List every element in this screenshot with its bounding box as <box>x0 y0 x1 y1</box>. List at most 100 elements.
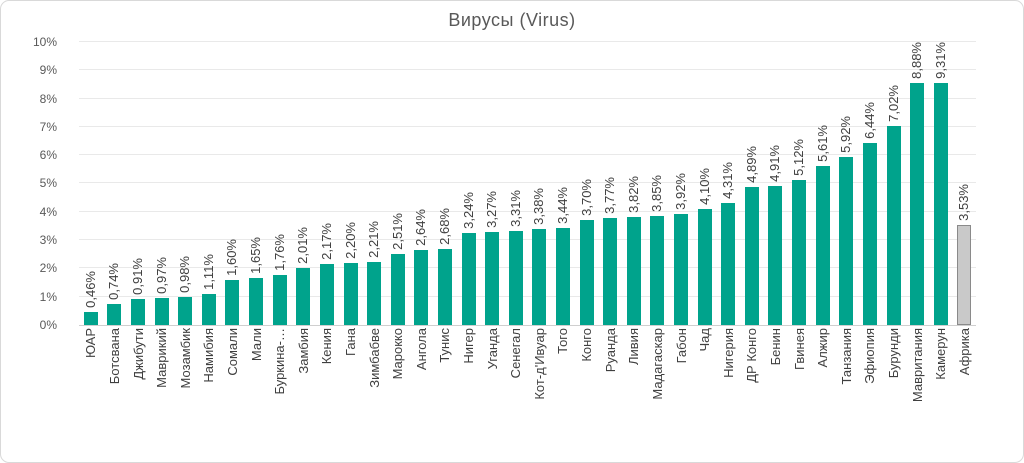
x-label-cell: Бурунди <box>882 328 906 456</box>
x-axis-line <box>79 325 976 326</box>
gridline <box>79 211 976 212</box>
bar-column: 1,65% <box>244 42 268 325</box>
gridline <box>79 41 976 42</box>
bar-column: 1,60% <box>221 42 245 325</box>
x-tick-label: Танзания <box>838 328 854 385</box>
bar-value-label: 3,31% <box>507 190 523 227</box>
bar <box>249 278 264 325</box>
bar <box>933 82 948 325</box>
x-tick-label: Кот-д'Ивуар <box>531 328 547 400</box>
bar-column: 4,31% <box>716 42 740 325</box>
x-label-cell: ДР Конго <box>740 328 764 456</box>
x-label-cell: Конго <box>575 328 599 456</box>
bar-value-label: 9,31% <box>932 42 948 79</box>
x-tick-label: ДР Конго <box>744 328 760 383</box>
bar-column: 8,88% <box>905 42 929 325</box>
bar-column: 5,92% <box>835 42 859 325</box>
bar-value-label: 3,38% <box>531 188 547 225</box>
x-tick-label: Бенин <box>767 328 783 366</box>
x-tick-label: Маврикий <box>154 328 170 388</box>
bar-column: 4,89% <box>740 42 764 325</box>
bar-value-label: 1,76% <box>271 234 287 271</box>
bar-value-label: 2,21% <box>366 221 382 258</box>
bar <box>107 304 122 325</box>
x-label-cell: Марокко <box>386 328 410 456</box>
x-label-cell: Тунис <box>433 328 457 456</box>
bar-value-label: 5,92% <box>838 116 854 153</box>
y-tick-label: 1% <box>39 290 57 304</box>
bar <box>674 214 689 325</box>
bar-column: 5,61% <box>811 42 835 325</box>
bar-value-label: 3,77% <box>602 177 618 214</box>
chart-title: Вирусы (Virus) <box>448 10 576 30</box>
bar-value-label: 2,01% <box>295 227 311 264</box>
x-tick-label: Нигер <box>461 328 477 364</box>
y-tick-label: 10% <box>32 35 57 49</box>
bar <box>815 166 830 325</box>
x-tick-label: Габон <box>673 328 689 364</box>
bar <box>225 280 240 325</box>
bar-column: 4,10% <box>693 42 717 325</box>
x-label-cell: Кения <box>315 328 339 456</box>
x-tick-label: Конго <box>579 328 595 362</box>
bar-value-label: 6,44% <box>861 102 877 139</box>
x-tick-label: Бурунди <box>886 328 902 379</box>
bar-column: 0,74% <box>103 42 127 325</box>
bar-column: 0,46% <box>79 42 103 325</box>
bar-value-label: 2,68% <box>436 208 452 245</box>
bar <box>697 209 712 325</box>
bar-value-label: 0,74% <box>106 263 122 300</box>
bar <box>272 275 287 325</box>
bar <box>532 229 547 325</box>
x-label-cell: Нигер <box>457 328 481 456</box>
x-label-cell: Сенегал <box>504 328 528 456</box>
bar-column: 3,82% <box>622 42 646 325</box>
x-label-cell: Замбия <box>291 328 315 456</box>
x-tick-label: Марокко <box>390 328 406 380</box>
bar-column: 2,68% <box>433 42 457 325</box>
y-tick-label: 2% <box>39 261 57 275</box>
bar <box>555 228 570 325</box>
y-tick-label: 5% <box>39 176 57 190</box>
bar <box>744 187 759 325</box>
x-label-cell: Эфиопия <box>858 328 882 456</box>
bar-value-label: 3,85% <box>649 175 665 212</box>
bar <box>721 203 736 325</box>
x-tick-label: Тунис <box>437 328 453 363</box>
bar <box>792 180 807 325</box>
bar <box>414 250 429 325</box>
x-label-cell: Сомали <box>221 328 245 456</box>
bar-value-label: 4,31% <box>720 162 736 199</box>
bar-column: 2,21% <box>362 42 386 325</box>
bars-row: 0,46% 0,74% 0,91% 0,97% 0,98% 1,11% 1,60% 1,65%… <box>79 42 976 325</box>
x-label-cell: Мозамбик <box>173 328 197 456</box>
bar-value-label: 2,51% <box>389 213 405 250</box>
y-axis: 0% 1% 2% 3% 4% 5% 6% 7% 8% 9% 10% <box>1 35 61 332</box>
bar-value-label: 0,98% <box>177 256 193 293</box>
bar-value-label: 1,60% <box>224 239 240 276</box>
bar-value-label: 8,88% <box>909 42 925 79</box>
bar-column: 3,70% <box>575 42 599 325</box>
x-tick-label: Джибути <box>130 328 146 380</box>
y-tick-label: 4% <box>39 205 57 219</box>
bar-column: 1,11% <box>197 42 221 325</box>
x-tick-label: Уганда <box>484 328 500 370</box>
gridline <box>79 239 976 240</box>
y-tick-label: 3% <box>39 233 57 247</box>
bar <box>862 143 877 325</box>
bar <box>485 232 500 325</box>
x-tick-label: ЮАР <box>83 328 99 359</box>
x-tick-label: Камерун <box>933 328 949 380</box>
bar <box>461 233 476 325</box>
x-tick-label: Замбия <box>295 328 311 374</box>
bar-value-label: 4,10% <box>696 168 712 205</box>
bar-column: 0,91% <box>126 42 150 325</box>
x-label-cell: Мадагаскар <box>646 328 670 456</box>
bar-africa-average <box>957 225 972 325</box>
bar-value-label: 2,17% <box>318 223 334 260</box>
bar-value-label: 2,64% <box>413 209 429 246</box>
gridline <box>79 98 976 99</box>
gridline <box>79 154 976 155</box>
bar-column: 2,64% <box>410 42 434 325</box>
x-tick-label: Намибия <box>201 328 217 383</box>
